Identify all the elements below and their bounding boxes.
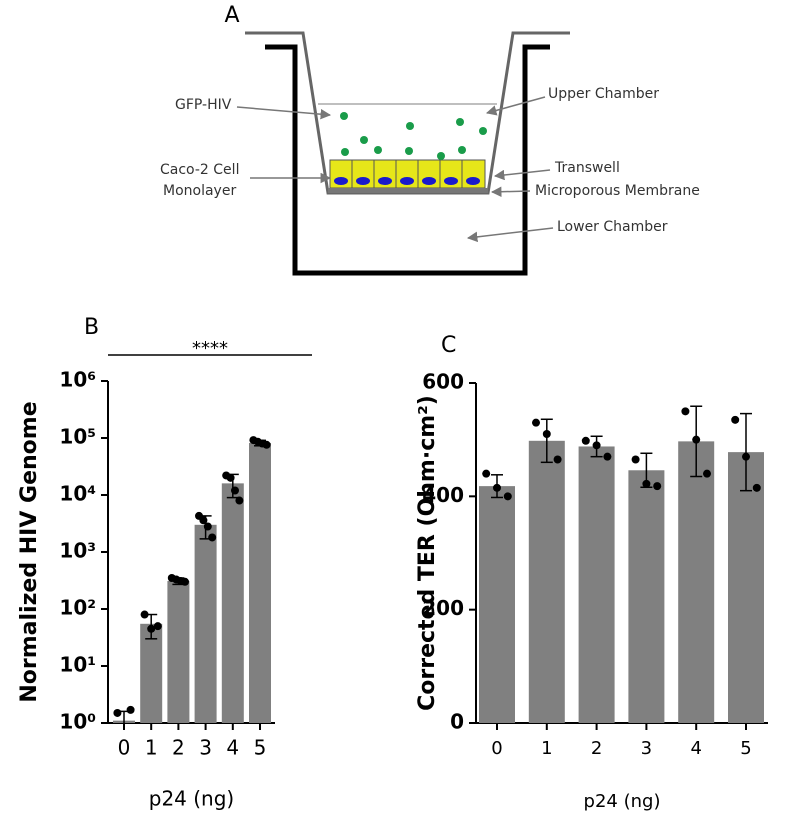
diagram: A GFP-HIV [160,3,700,276]
y-tick-label: 600 [422,370,464,394]
chart: B 10⁰ 10¹ 10² 10³ 10⁴ 10⁵ 10⁶ 0 1 2 3 4 5 p24 (ng) Norm… [17,315,312,811]
data-point [731,415,740,424]
data-point [140,610,149,619]
label: Upper Chamber [548,86,659,102]
virus-particles [340,112,487,160]
arrows [236,96,554,243]
data-point [532,418,540,427]
x-tick-label: 4 [690,738,701,759]
data-point [542,430,551,438]
data-point [752,483,761,492]
data-point [592,441,601,450]
bar [140,623,163,723]
data-point [581,436,590,445]
significance-label: **** [192,338,228,359]
x-tick-label: 4 [226,736,239,760]
data-point [642,479,651,488]
data-point [208,533,217,542]
membrane [328,188,488,193]
bar [479,486,515,723]
x-tick-label: 1 [541,738,552,759]
data-point [703,469,711,478]
data-point [231,486,239,495]
x-tick-label: 1 [145,736,158,760]
label: Lower Chamber [557,219,668,235]
label: Monolayer [163,183,236,199]
panel-label: B [84,315,99,340]
data-point [181,577,189,586]
bar [194,524,217,723]
well [265,44,550,276]
data-point [503,492,512,501]
label: GFP-HIV [175,97,232,113]
panel-label: A [224,3,239,28]
x-axis-label: p24 (ng) [584,791,661,812]
y-axis-label: Normalized HIV Genome [17,401,42,702]
bar [678,441,715,723]
data-point [603,452,612,461]
label: Microporous Membrane [535,183,700,199]
y-tick-label: 10⁵ [59,425,96,449]
data-point [113,708,122,717]
y-tick-label: 200 [422,596,464,620]
y-tick-label: 10⁰ [59,710,96,734]
data-point [153,622,162,631]
bar [528,440,565,723]
x-tick-label: 3 [199,736,212,760]
panel-label: C [441,333,456,358]
chart: C 0 200 400 600 0 1 2 3 4 5 p24 (ng) Corrected TER (… [415,333,768,812]
x-tick-label: 3 [641,738,652,759]
x-axis-label: p24 (ng) [149,787,234,811]
x-tick-label: 0 [118,736,131,760]
y-tick-label: 10³ [59,539,96,563]
label: Caco-2 Cell [160,162,239,178]
y-tick-label: 0 [450,710,464,734]
data-point [482,469,491,478]
error-bar [740,412,752,492]
y-tick-label: 10⁶ [59,368,96,392]
data-point [199,516,208,525]
data-point [653,482,662,491]
cell-borders [351,160,463,188]
x-tick-label: 5 [254,736,267,760]
data-point [631,455,640,464]
data-point [235,496,244,505]
nuclei [334,177,480,185]
error-bar [540,418,553,464]
data-point [147,624,156,633]
y-tick-label: 10¹ [59,653,96,677]
data-point [262,440,271,449]
x-tick-label: 2 [591,738,602,759]
y-tick-label: 10⁴ [59,482,96,506]
bar [249,442,271,723]
data-point [553,455,562,464]
y-axis-label: Corrected TER (Ohm·cm²) [415,395,440,711]
data-point [742,452,750,461]
bar [167,580,190,723]
bar [578,446,615,723]
data-point [681,407,690,416]
data-point [203,522,212,531]
data-point [493,483,501,492]
x-tick-label: 2 [172,736,185,760]
x-tick-label: 5 [740,738,751,759]
data-point [126,705,135,714]
label: Transwell [554,160,620,176]
data-point [692,435,701,444]
y-tick-label: 400 [422,483,464,507]
data-point [226,473,235,482]
bar [628,470,665,723]
x-tick-label: 0 [491,738,502,759]
y-tick-label: 10² [59,596,96,620]
bar [728,452,764,723]
bar [221,483,244,723]
